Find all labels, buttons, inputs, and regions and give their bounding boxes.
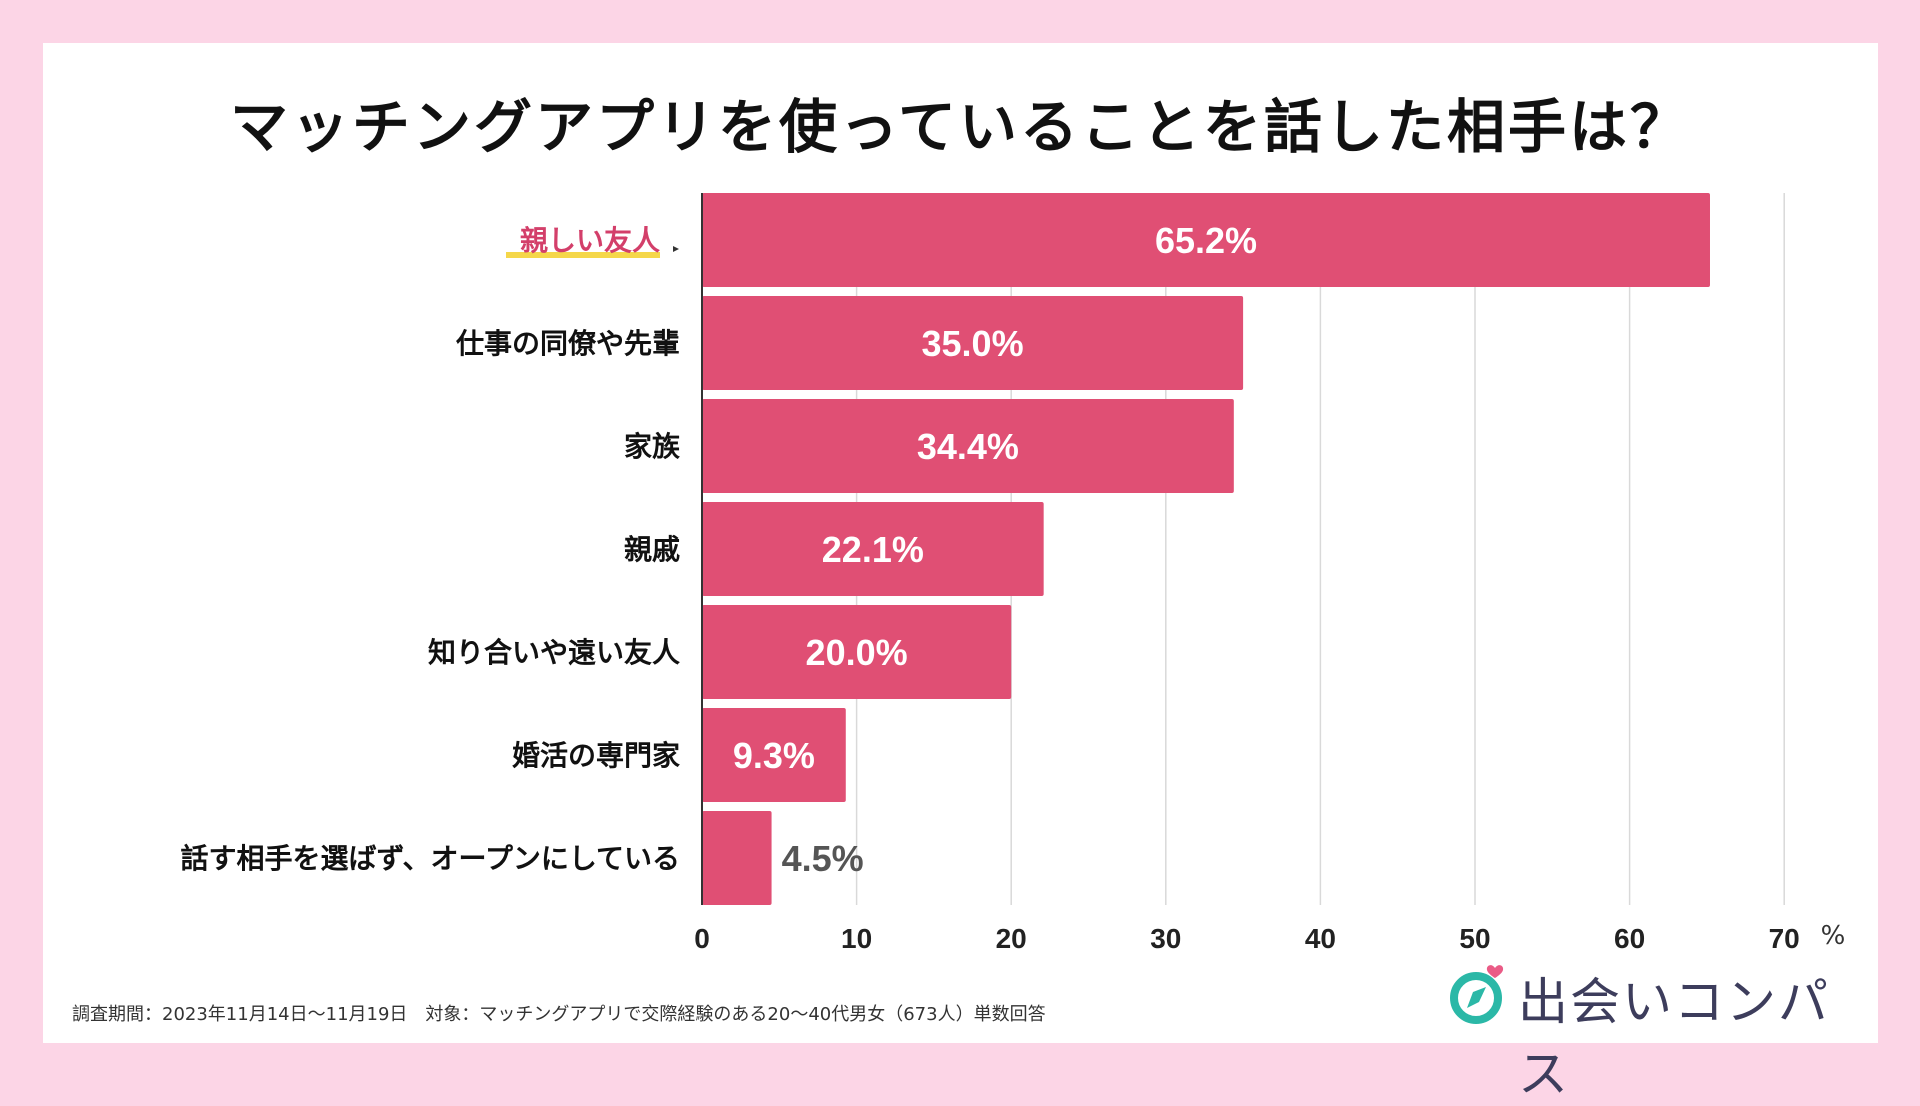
data-label-4: 20.0% [806,632,908,673]
category-label-4: 知り合いや遠い友人 [428,636,680,669]
chart-title: マッチングアプリを使っていることを話した相手は？ [229,93,1692,161]
bar-0 [702,193,1710,287]
category-label-0: 親しい友人 [520,224,660,257]
bar-1 [702,296,1244,390]
x-tick-label-0: 0 [694,923,710,954]
category-label-3: 親戚 [624,533,680,566]
highlight-underline [506,252,660,258]
category-label-6: 話す相手を選ばず、オープンにしている [180,842,680,875]
data-label-1: 35.0% [922,323,1024,364]
brand-logo: 出会いコンパス [1446,958,1866,1103]
pointer-icon [673,246,679,252]
data-label-3: 22.1% [822,529,924,570]
bar-5 [702,708,846,802]
data-label-0: 65.2% [1155,220,1257,261]
category-label-5: 婚活の専門家 [512,739,680,772]
brand-name: 出会いコンパス [1518,973,1830,1103]
bar-4 [702,605,1012,699]
x-tick-label-70: 70 [1769,923,1800,954]
x-tick-label-30: 30 [1150,923,1181,954]
bar-3 [702,502,1044,596]
survey-footnote: 調査期間：2023年11月14日〜11月19日 対象：マッチングアプリで交際経験… [72,1004,1046,1025]
x-tick-label-50: 50 [1459,923,1490,954]
data-label-6: 4.5% [782,838,864,879]
compass-heart-icon [1450,965,1504,1024]
data-label-2: 34.4% [917,426,1019,467]
x-tick-label-20: 20 [996,923,1027,954]
x-tick-label-60: 60 [1614,923,1645,954]
bar-2 [702,399,1234,493]
data-label-5: 9.3% [733,735,815,776]
bar-6 [702,811,772,905]
unit-label: % [1821,921,1846,951]
bar-chart: 65.2% 親しい友人 35.0% 仕事の同僚や先輩 34.4% 家族 22.1% 親戚 20.… [180,193,1846,954]
category-label-1: 仕事の同僚や先輩 [455,327,680,360]
x-tick-label-10: 10 [841,923,872,954]
x-tick-label-40: 40 [1305,923,1336,954]
category-label-2: 家族 [624,430,681,463]
